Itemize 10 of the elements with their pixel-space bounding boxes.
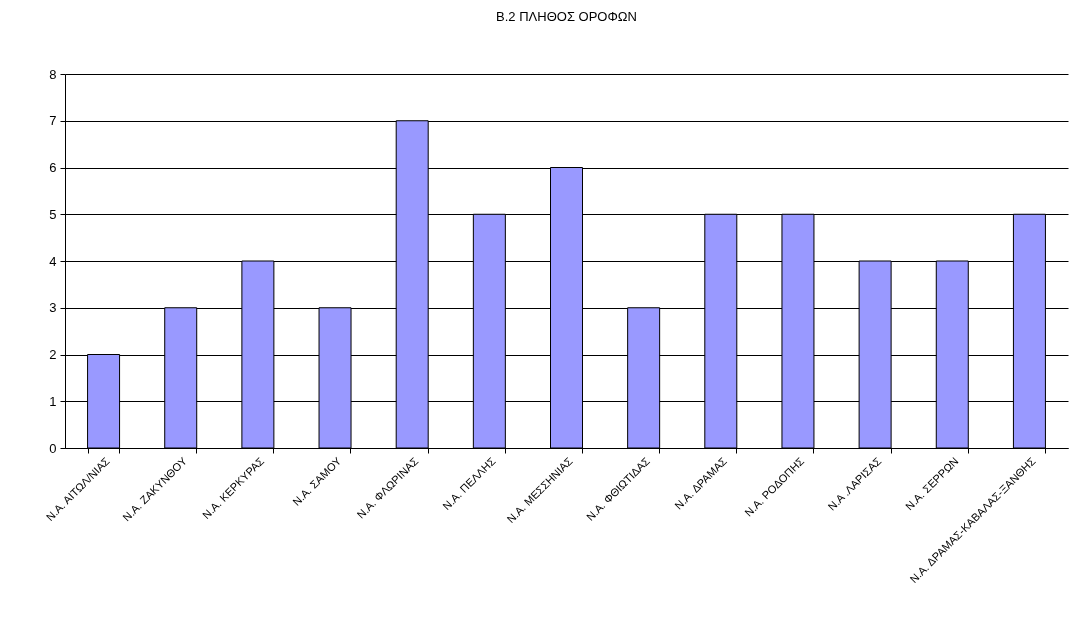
y-tick-label: 2 — [49, 347, 57, 362]
y-tick-label: 1 — [49, 393, 57, 409]
y-tick-label: 3 — [49, 300, 57, 316]
y-tick-label: 7 — [49, 113, 57, 129]
y-tick-label: 6 — [49, 160, 57, 175]
y-tick-label: 8 — [49, 66, 57, 82]
chart-title: Β.2 ΠΛΗΘΟΣ ΟΡΟΦΩΝ — [496, 9, 637, 24]
y-tick-label: 0 — [49, 440, 57, 456]
y-tick-label: 4 — [49, 253, 57, 269]
y-tick-label: 5 — [49, 206, 57, 222]
